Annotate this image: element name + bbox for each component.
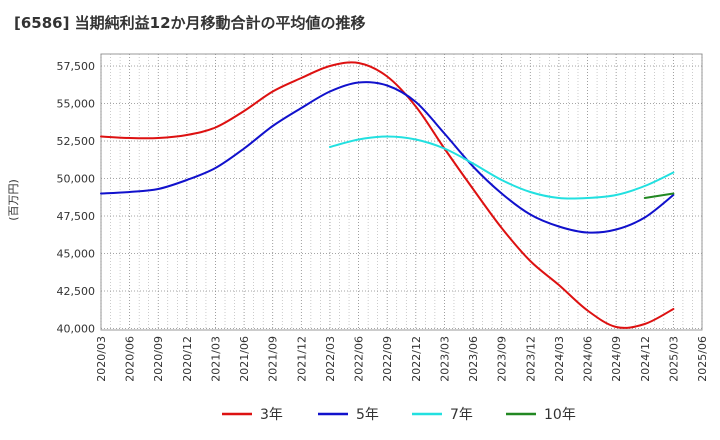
legend-label: 3年 [260, 407, 283, 423]
y-tick-label: 52,500 [57, 135, 96, 148]
x-tick-label: 2021/09 [267, 336, 280, 382]
x-tick-label: 2024/06 [582, 336, 595, 382]
legend-label: 10年 [544, 407, 576, 423]
x-tick-label: 2022/09 [381, 336, 394, 382]
series-line-2 [100, 81, 675, 234]
x-tick-label: 2023/03 [438, 336, 451, 382]
y-tick-label: 40,000 [57, 323, 96, 336]
x-tick-label: 2020/12 [181, 336, 194, 382]
x-tick-label: 2024/12 [639, 336, 652, 382]
y-axis-label: (百万円) [7, 179, 20, 221]
x-tick-label: 2025/03 [667, 336, 680, 382]
legend-label: 7年 [450, 407, 473, 423]
x-tick-label: 2023/09 [496, 336, 509, 382]
x-tick-label: 2022/06 [353, 336, 366, 382]
x-tick-label: 2021/06 [238, 336, 251, 382]
x-tick-label: 2024/03 [553, 336, 566, 382]
x-tick-label: 2023/06 [467, 336, 480, 382]
chart-title: [6586] 当期純利益12か月移動合計の平均値の推移 [14, 14, 366, 32]
y-tick-label: 42,500 [57, 285, 96, 298]
series-line-4 [643, 192, 675, 199]
x-tick-label: 2021/03 [209, 336, 222, 382]
x-tick-label: 2020/03 [95, 336, 108, 382]
series-line-3 [328, 135, 675, 200]
legend-label: 5年 [356, 407, 379, 423]
x-tick-label: 2021/12 [295, 336, 308, 382]
x-tick-label: 2022/12 [410, 336, 423, 382]
x-tick-label: 2020/09 [152, 336, 165, 382]
x-tick-label: 2024/09 [610, 336, 623, 382]
y-tick-label: 50,000 [57, 173, 96, 186]
y-tick-label: 45,000 [57, 248, 96, 261]
x-tick-label: 2025/06 [696, 336, 709, 382]
x-tick-label: 2023/12 [524, 336, 537, 382]
series-line-1 [100, 61, 675, 329]
x-tick-label: 2022/03 [324, 336, 337, 382]
y-tick-label: 47,500 [57, 210, 96, 223]
x-tick-label: 2020/06 [124, 336, 137, 382]
y-tick-label: 55,000 [57, 98, 96, 111]
y-tick-label: 57,500 [57, 60, 96, 73]
plot-area [100, 53, 703, 331]
